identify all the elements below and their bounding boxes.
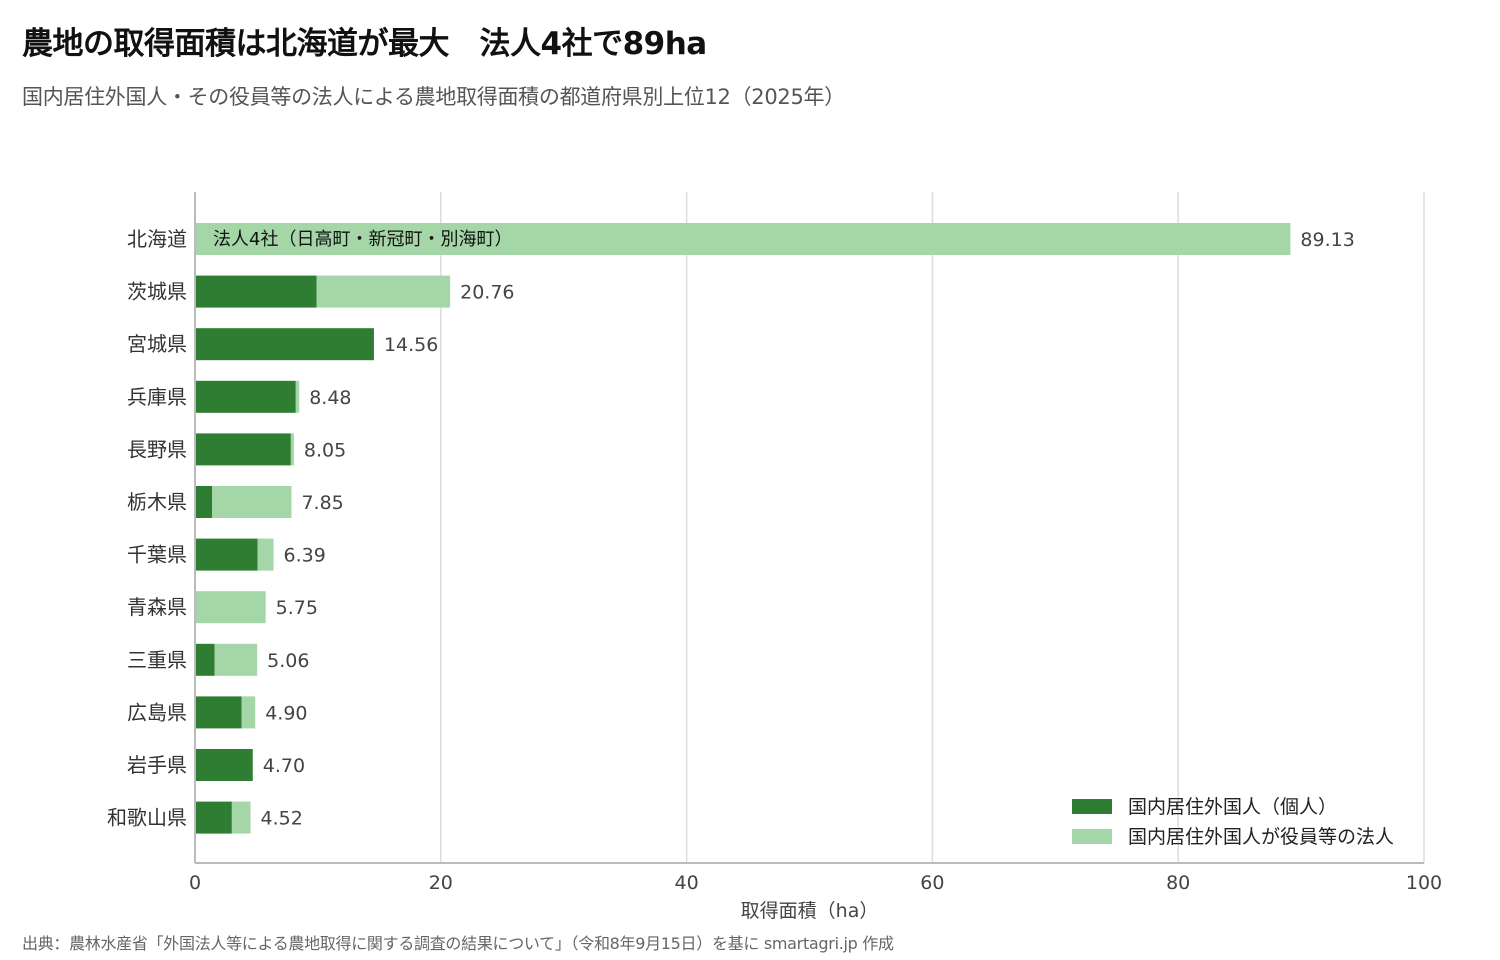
category-label: 栃木県 (127, 490, 187, 514)
value-label: 20.76 (460, 282, 514, 304)
x-axis-title: 取得面積（ha） (741, 900, 879, 922)
category-label: 青森県 (127, 595, 187, 619)
x-tick-label: 0 (189, 872, 201, 894)
bar-segment-individual (195, 801, 232, 834)
value-label: 5.75 (276, 597, 318, 619)
bar-segment-corporate (241, 696, 256, 729)
category-label: 三重県 (127, 648, 187, 672)
x-tick-label: 100 (1406, 872, 1442, 894)
bar-segment-individual (195, 275, 317, 308)
value-label: 5.06 (267, 650, 309, 672)
value-label: 4.70 (263, 755, 305, 777)
x-tick-label: 80 (1166, 872, 1190, 894)
bar-segment-corporate (214, 643, 258, 676)
value-label: 89.13 (1300, 229, 1354, 251)
x-tick-label: 60 (920, 872, 944, 894)
bar-segment-corporate (195, 223, 1291, 255)
bar-segment-individual (195, 696, 242, 729)
bar-segment-corporate (257, 538, 274, 571)
category-label: 長野県 (127, 437, 187, 461)
legend-swatch-corporate (1072, 829, 1112, 844)
category-label: 千葉県 (127, 543, 187, 567)
bar-segment-corporate (212, 486, 292, 518)
category-label: 北海道 (127, 227, 187, 251)
legend-label: 国内居住外国人（個人） (1128, 796, 1337, 818)
legend-swatch-individual (1072, 799, 1112, 814)
bar-segment-corporate (295, 380, 300, 413)
category-label: 兵庫県 (127, 385, 187, 409)
value-label: 14.56 (384, 334, 438, 356)
bar-segment-individual (195, 486, 213, 518)
source-note: 出典：農林水産省「外国法人等による農地取得に関する調査の結果について」（令和8年… (22, 934, 894, 953)
legend-label: 国内居住外国人が役員等の法人 (1128, 826, 1394, 848)
bar-segment-corporate (316, 275, 451, 308)
category-label: 岩手県 (127, 753, 187, 777)
category-label: 和歌山県 (107, 806, 187, 830)
chart-title: 農地の取得面積は北海道が最大 法人4社で89ha (22, 26, 707, 62)
x-tick-label: 40 (675, 872, 699, 894)
chart-subtitle: 国内居住外国人・その役員等の法人による農地取得面積の都道府県別上位12（2025… (22, 85, 845, 109)
category-label: 宮城県 (127, 332, 187, 356)
bar-segment-individual (195, 328, 374, 361)
bar-segment-individual (195, 749, 253, 781)
bar-segment-corporate (195, 591, 266, 624)
bar-segment-corporate (290, 433, 294, 466)
value-label: 6.39 (284, 545, 326, 567)
category-label: 広島県 (127, 700, 187, 724)
value-label: 4.90 (265, 702, 307, 724)
bar-annotation: 法人4社（日高町・新冠町・別海町） (213, 229, 512, 250)
bar-segment-individual (195, 643, 215, 676)
category-label: 茨城県 (127, 280, 187, 304)
value-label: 8.48 (309, 387, 351, 409)
value-label: 8.05 (304, 439, 346, 461)
bar-segment-individual (195, 433, 291, 466)
bar-segment-individual (195, 380, 296, 413)
value-label: 4.52 (261, 808, 303, 830)
bar-segment-corporate (231, 801, 251, 834)
x-tick-label: 20 (429, 872, 453, 894)
value-label: 7.85 (301, 492, 343, 514)
bar-segment-individual (195, 538, 258, 571)
